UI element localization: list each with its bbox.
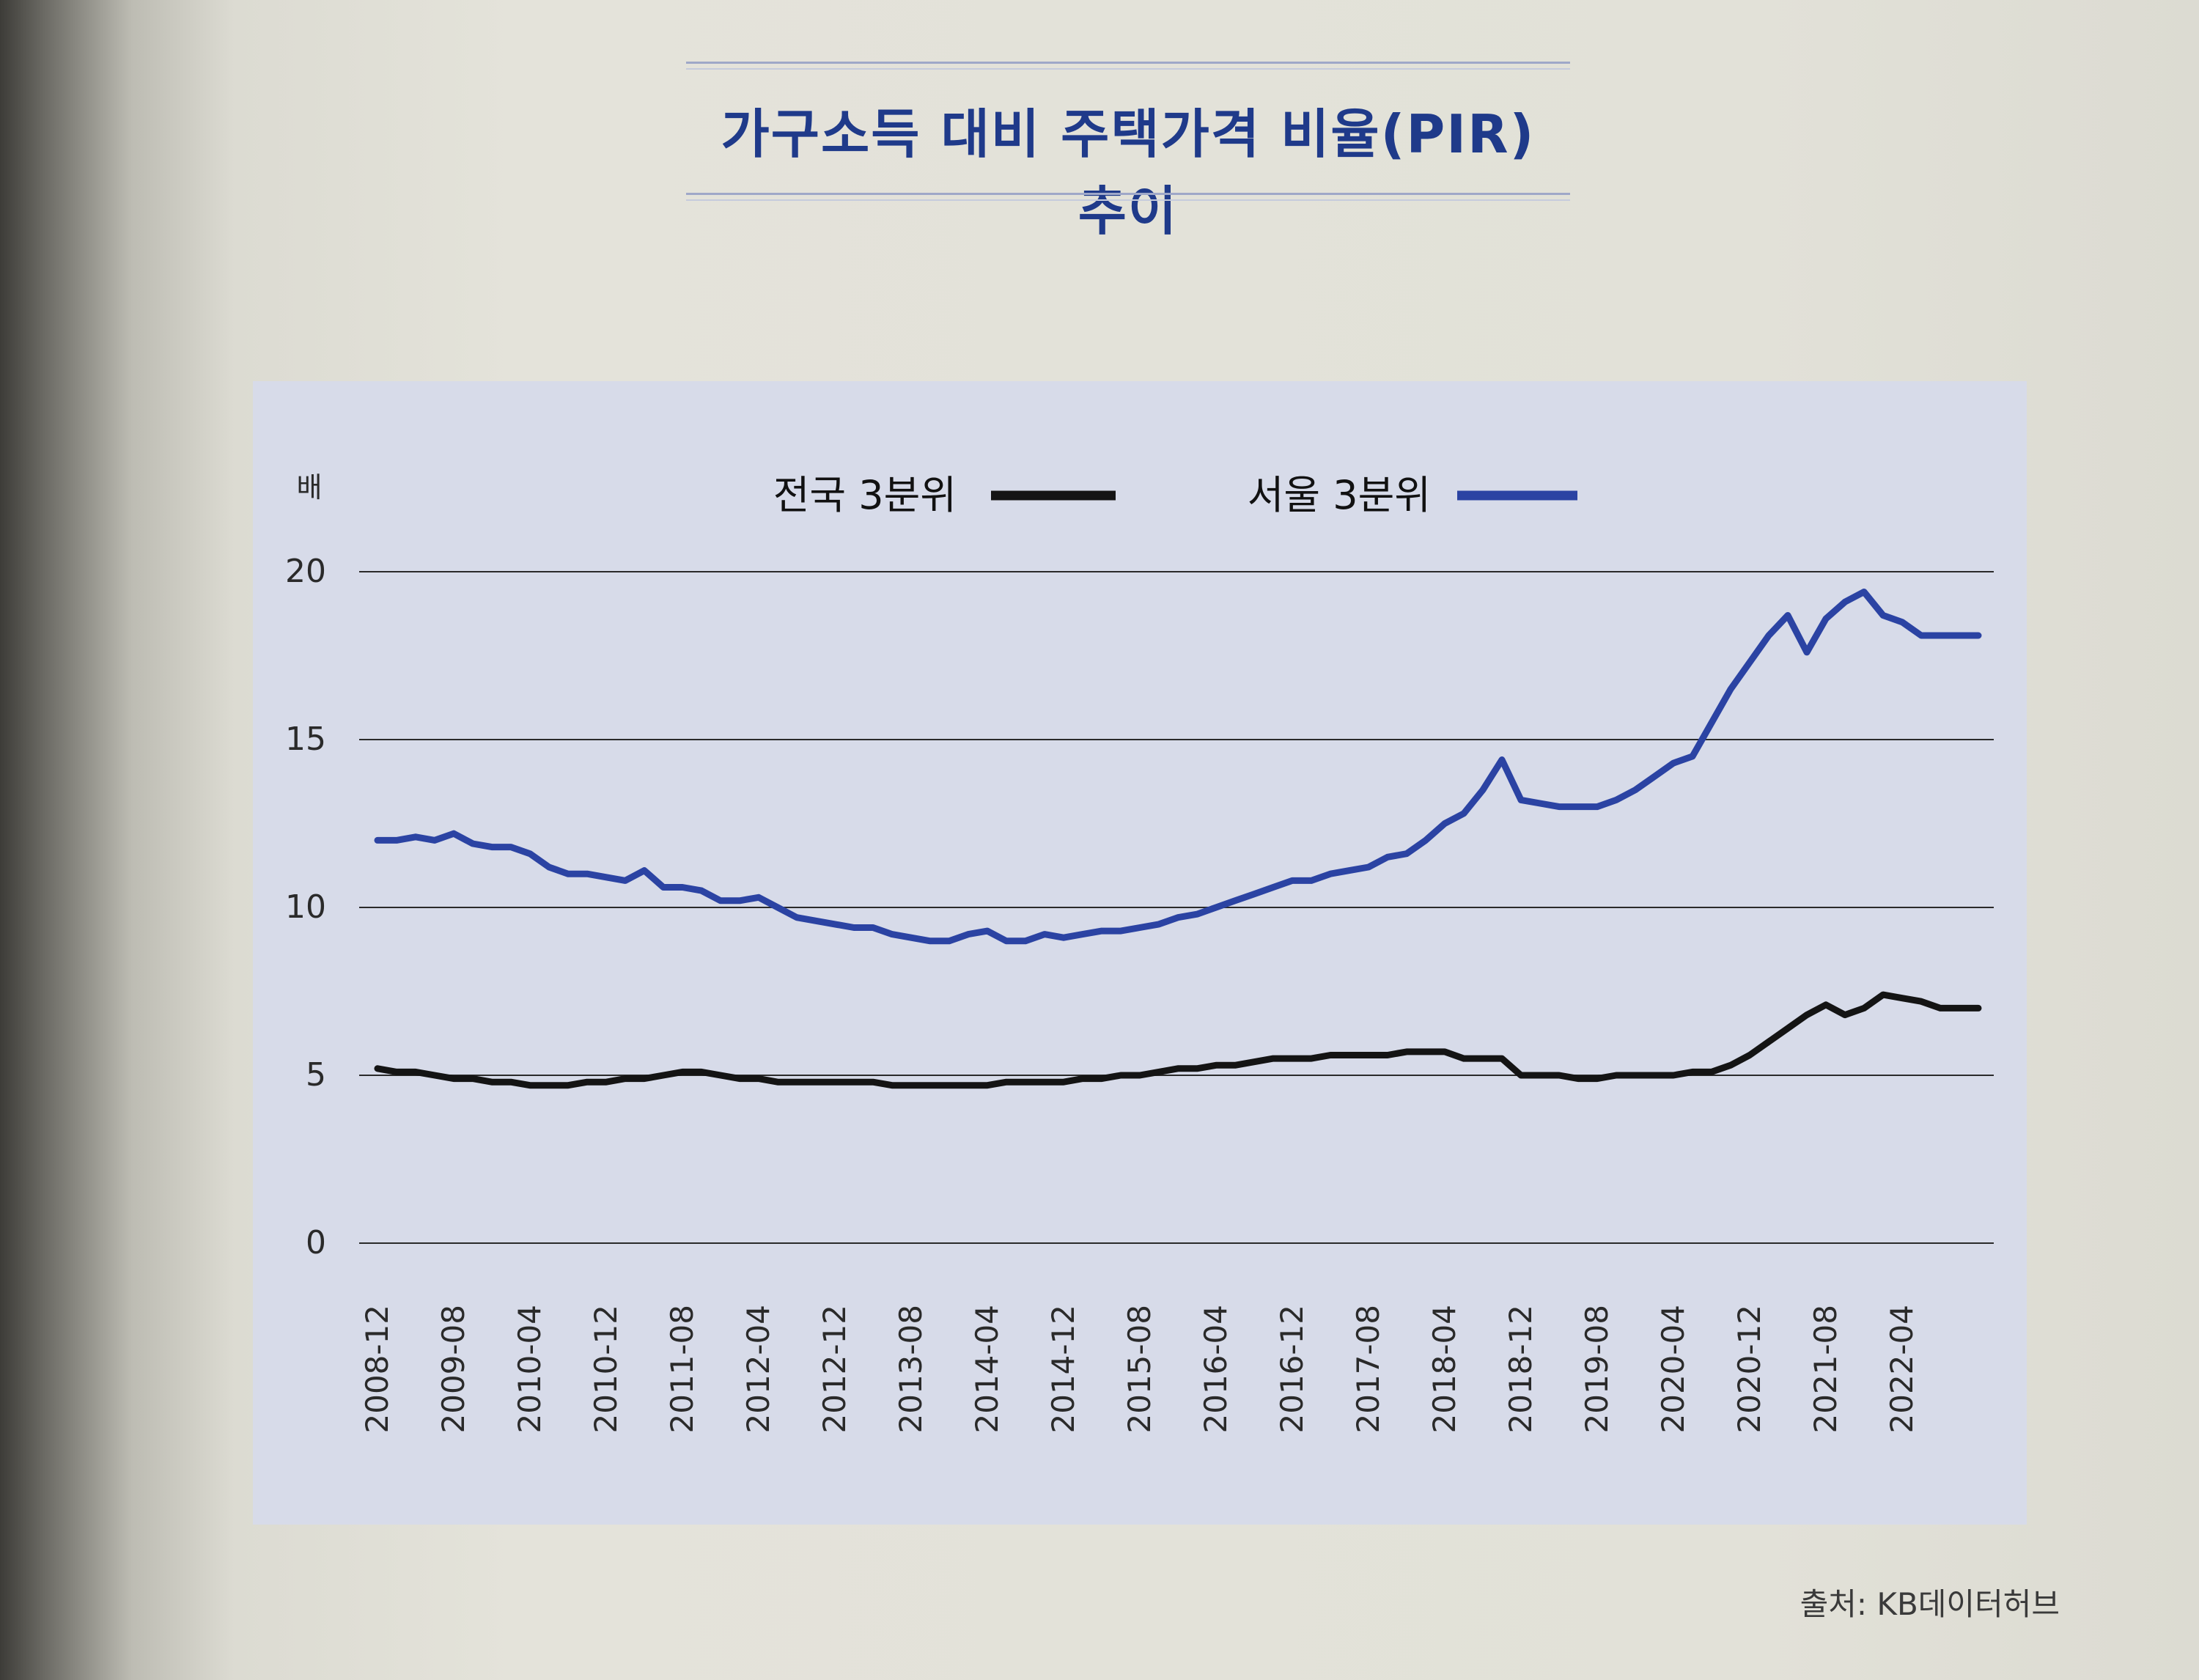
y-tick-label: 10	[285, 888, 326, 926]
x-tick-label: 2019-08	[1579, 1305, 1615, 1434]
title-bottom-rule	[686, 193, 1570, 201]
legend: 전국 3분위 서울 3분위	[773, 472, 1577, 518]
y-tick-label: 5	[306, 1056, 326, 1094]
x-tick-label: 2018-12	[1503, 1305, 1539, 1434]
title-top-rule	[686, 62, 1570, 70]
y-axis-unit: 배	[297, 471, 323, 504]
y-tick-label: 0	[306, 1224, 326, 1261]
x-tick-label: 2016-04	[1198, 1305, 1234, 1434]
x-tick-label: 2015-08	[1121, 1305, 1157, 1434]
x-tick-label: 2010-04	[512, 1305, 548, 1434]
series-layer	[374, 589, 1982, 1089]
legend-label-seoul: 서울 3분위	[1248, 472, 1431, 518]
x-tick-label: 2012-04	[740, 1305, 776, 1434]
chart-title: 가구소득 대비 주택가격 비율(PIR) 추이	[721, 103, 1536, 242]
series-line-seoul	[374, 589, 1982, 945]
grid-layer: 0 5 10 15 20	[285, 553, 1994, 1261]
x-tick-label: 2018-04	[1426, 1305, 1462, 1434]
x-tick-label: 2008-12	[359, 1305, 395, 1434]
x-tick-label: 2009-08	[435, 1305, 471, 1434]
x-tick-label: 2012-12	[817, 1305, 852, 1434]
x-tick-label: 2014-12	[1045, 1305, 1081, 1434]
x-tick-label: 2022-04	[1884, 1305, 1920, 1434]
title-block: 가구소득 대비 주택가격 비율(PIR) 추이	[686, 59, 1570, 242]
x-tick-label: 2010-12	[588, 1305, 624, 1434]
x-tick-label: 2014-04	[969, 1305, 1005, 1434]
x-tick-label: 2020-04	[1655, 1305, 1691, 1434]
legend-label-national: 전국 3분위	[773, 472, 957, 518]
series-line-national	[374, 991, 1982, 1089]
axes: 배 2008-12 2009-08 2010-04 2010-12 2011-08 2012…	[297, 471, 1920, 1434]
y-tick-label: 15	[285, 721, 326, 758]
x-tick-label: 2013-08	[893, 1305, 929, 1434]
y-tick-label: 20	[285, 553, 326, 590]
x-tick-label: 2011-08	[664, 1305, 700, 1434]
x-tick-label: 2016-12	[1274, 1305, 1310, 1434]
x-tick-label: 2017-08	[1350, 1305, 1386, 1434]
source-note: 출처: KB데이터허브	[1800, 1586, 2060, 1622]
x-tick-label: 2021-08	[1808, 1305, 1843, 1434]
x-tick-label: 2020-12	[1731, 1305, 1767, 1434]
